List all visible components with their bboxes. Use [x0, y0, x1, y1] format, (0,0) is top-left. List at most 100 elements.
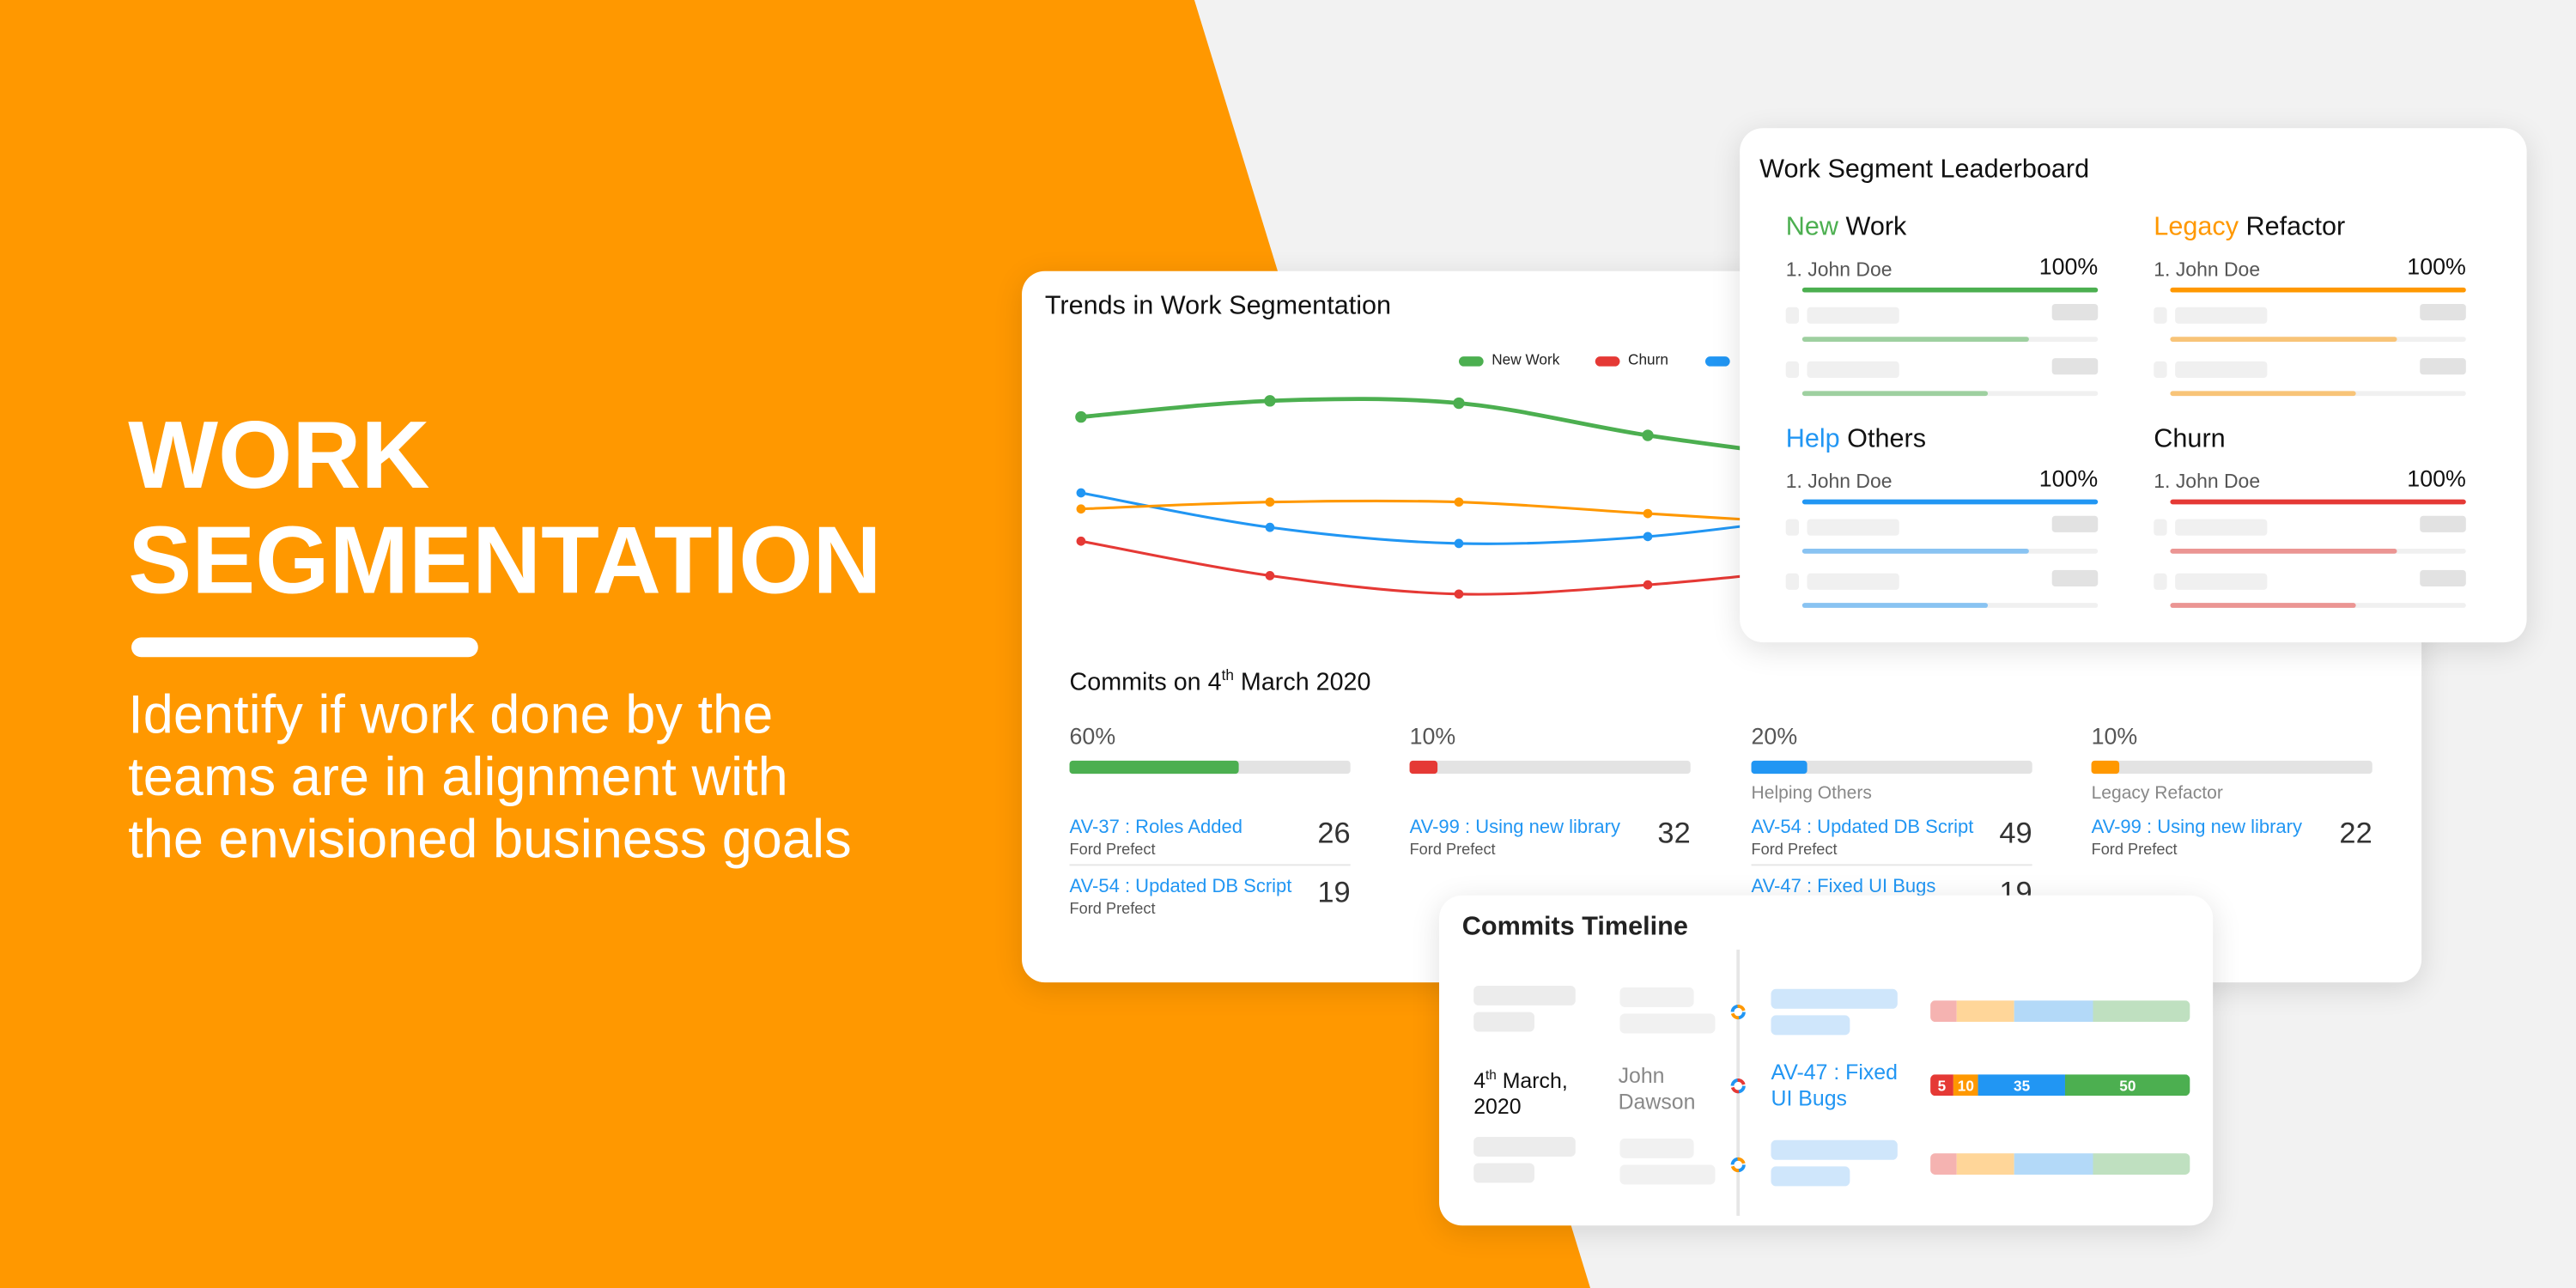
commit-line: UI Bugs	[1771, 1085, 1847, 1111]
placeholder	[1771, 1166, 1850, 1187]
placeholder	[2420, 358, 2466, 375]
commit-link[interactable]: AV-47 : Fixed UI Bugs	[1751, 877, 1936, 897]
commit-link[interactable]: AV-54 : Updated DB Script	[1069, 877, 1292, 897]
marker-ring	[1730, 1157, 1746, 1173]
legend-swatch	[1458, 356, 1484, 367]
commit-count: 32	[1657, 816, 1691, 850]
date-day: 4	[1473, 1068, 1486, 1093]
hero-title: SEGMENTATION	[128, 507, 882, 615]
placeholder-segment	[1956, 1000, 2014, 1023]
legend-label: Churn	[1628, 351, 1668, 368]
placeholder	[1619, 987, 1694, 1007]
leader-bar	[2170, 287, 2466, 293]
column-bar	[1069, 760, 1238, 775]
marker-ring	[1730, 1078, 1746, 1094]
commit-line: AV-47 : Fixed	[1771, 1060, 1898, 1084]
commit-author: Ford Prefect	[2091, 841, 2178, 860]
breakdown-segment: 5	[1930, 1074, 1953, 1097]
column-percent: 10%	[1409, 722, 1456, 750]
timeline-commit-link[interactable]: AV-47 : Fixed UI Bugs	[1771, 1060, 1897, 1112]
leaderboard-title: Work Segment Leaderboard	[1759, 155, 2090, 185]
legend-label: New Work	[1492, 351, 1560, 368]
date-month: March,	[1496, 1068, 1568, 1093]
column-bar	[2091, 760, 2120, 775]
timeline-card: Commits Timeline 4th March, 2020 John Daws…	[1439, 895, 2214, 1226]
column-bar	[1751, 760, 1807, 775]
placeholder-segment	[2014, 1000, 2093, 1023]
placeholder	[2420, 569, 2466, 587]
placeholder	[1785, 307, 1800, 324]
placeholder	[2420, 515, 2466, 532]
placeholder	[1771, 988, 1898, 1009]
leader-entry: 1. John Doe	[1785, 470, 1893, 493]
placeholder	[2154, 573, 2167, 590]
placeholder	[1771, 1015, 1850, 1036]
placeholder	[1785, 361, 1800, 379]
commit-link[interactable]: AV-99 : Using new library	[2091, 817, 2302, 838]
commit-link[interactable]: AV-37 : Roles Added	[1069, 817, 1242, 838]
placeholder	[1807, 307, 1899, 324]
legend-swatch	[1595, 356, 1620, 367]
date-year: 2020	[1473, 1094, 1522, 1120]
placeholder	[1807, 519, 1899, 536]
placeholder-bar	[2170, 603, 2356, 608]
placeholder-bar	[1801, 549, 2029, 554]
timeline-marker	[1730, 1078, 1746, 1094]
placeholder	[2051, 515, 2099, 532]
placeholder	[1473, 1136, 1576, 1157]
leader-entry: 1. John Doe	[1785, 258, 1893, 282]
trend-point	[1075, 410, 1087, 423]
placeholder	[2051, 303, 2099, 321]
segment-heading: Churn	[2154, 426, 2225, 455]
placeholder	[2051, 569, 2099, 587]
trend-point	[1454, 589, 1464, 599]
commit-author: Ford Prefect	[1069, 900, 1156, 919]
placeholder-bar	[1801, 603, 1989, 608]
commit-link[interactable]: AV-99 : Using new library	[1409, 817, 1620, 838]
column-track	[1751, 760, 2032, 775]
segment-heading: Help Others	[1786, 426, 1926, 455]
timeline-marker	[1730, 1004, 1746, 1020]
placeholder	[1619, 1164, 1716, 1185]
placeholder	[2420, 303, 2466, 321]
trend-point	[1076, 504, 1086, 514]
commits-title-part: Commits on 4	[1069, 668, 1222, 697]
leader-score: 100%	[2407, 465, 2466, 492]
commits-title: Commits on 4th March 2020	[1070, 667, 1371, 696]
commit-count: 19	[1317, 875, 1351, 909]
commit-count: 49	[1999, 816, 2032, 850]
hero-subtitle: the envisioned business goals	[128, 808, 852, 870]
breakdown-label: 50	[2119, 1077, 2136, 1094]
trend-point	[1265, 571, 1275, 580]
leader-bar	[2170, 499, 2466, 505]
segment-accent: Help	[1785, 425, 1840, 454]
leader-entry: 1. John Doe	[2154, 470, 2261, 493]
trend-point	[1454, 497, 1464, 507]
segment-name: Work	[1838, 213, 1907, 242]
trend-chart	[1075, 395, 1843, 599]
placeholder	[2175, 519, 2268, 536]
placeholder	[1771, 1139, 1898, 1160]
leader-bar	[1801, 287, 2099, 293]
placeholder-bar	[1801, 391, 1989, 397]
timeline-title: Commits Timeline	[1461, 913, 1688, 942]
column-percent: 20%	[1751, 722, 1798, 750]
trend-point	[1265, 522, 1275, 532]
segment-accent: Legacy	[2154, 213, 2239, 242]
placeholder	[1473, 1163, 1534, 1183]
trend-point	[1453, 397, 1465, 410]
placeholder	[1619, 1138, 1694, 1158]
hero-title: WORK	[128, 402, 430, 510]
date-suffix: th	[1485, 1067, 1497, 1083]
leader-score: 100%	[2038, 252, 2099, 280]
commit-link[interactable]: AV-54 : Updated DB Script	[1751, 817, 1974, 838]
column-percent: 60%	[1069, 722, 1116, 750]
placeholder-bar	[1930, 1000, 2190, 1023]
placeholder	[2154, 361, 2167, 379]
column-bar	[1409, 760, 1438, 775]
column-track	[2091, 760, 2372, 775]
placeholder-bar	[2170, 549, 2397, 554]
trend-point	[1643, 508, 1653, 519]
placeholder-segment	[2093, 1153, 2190, 1175]
placeholder	[1785, 519, 1800, 536]
